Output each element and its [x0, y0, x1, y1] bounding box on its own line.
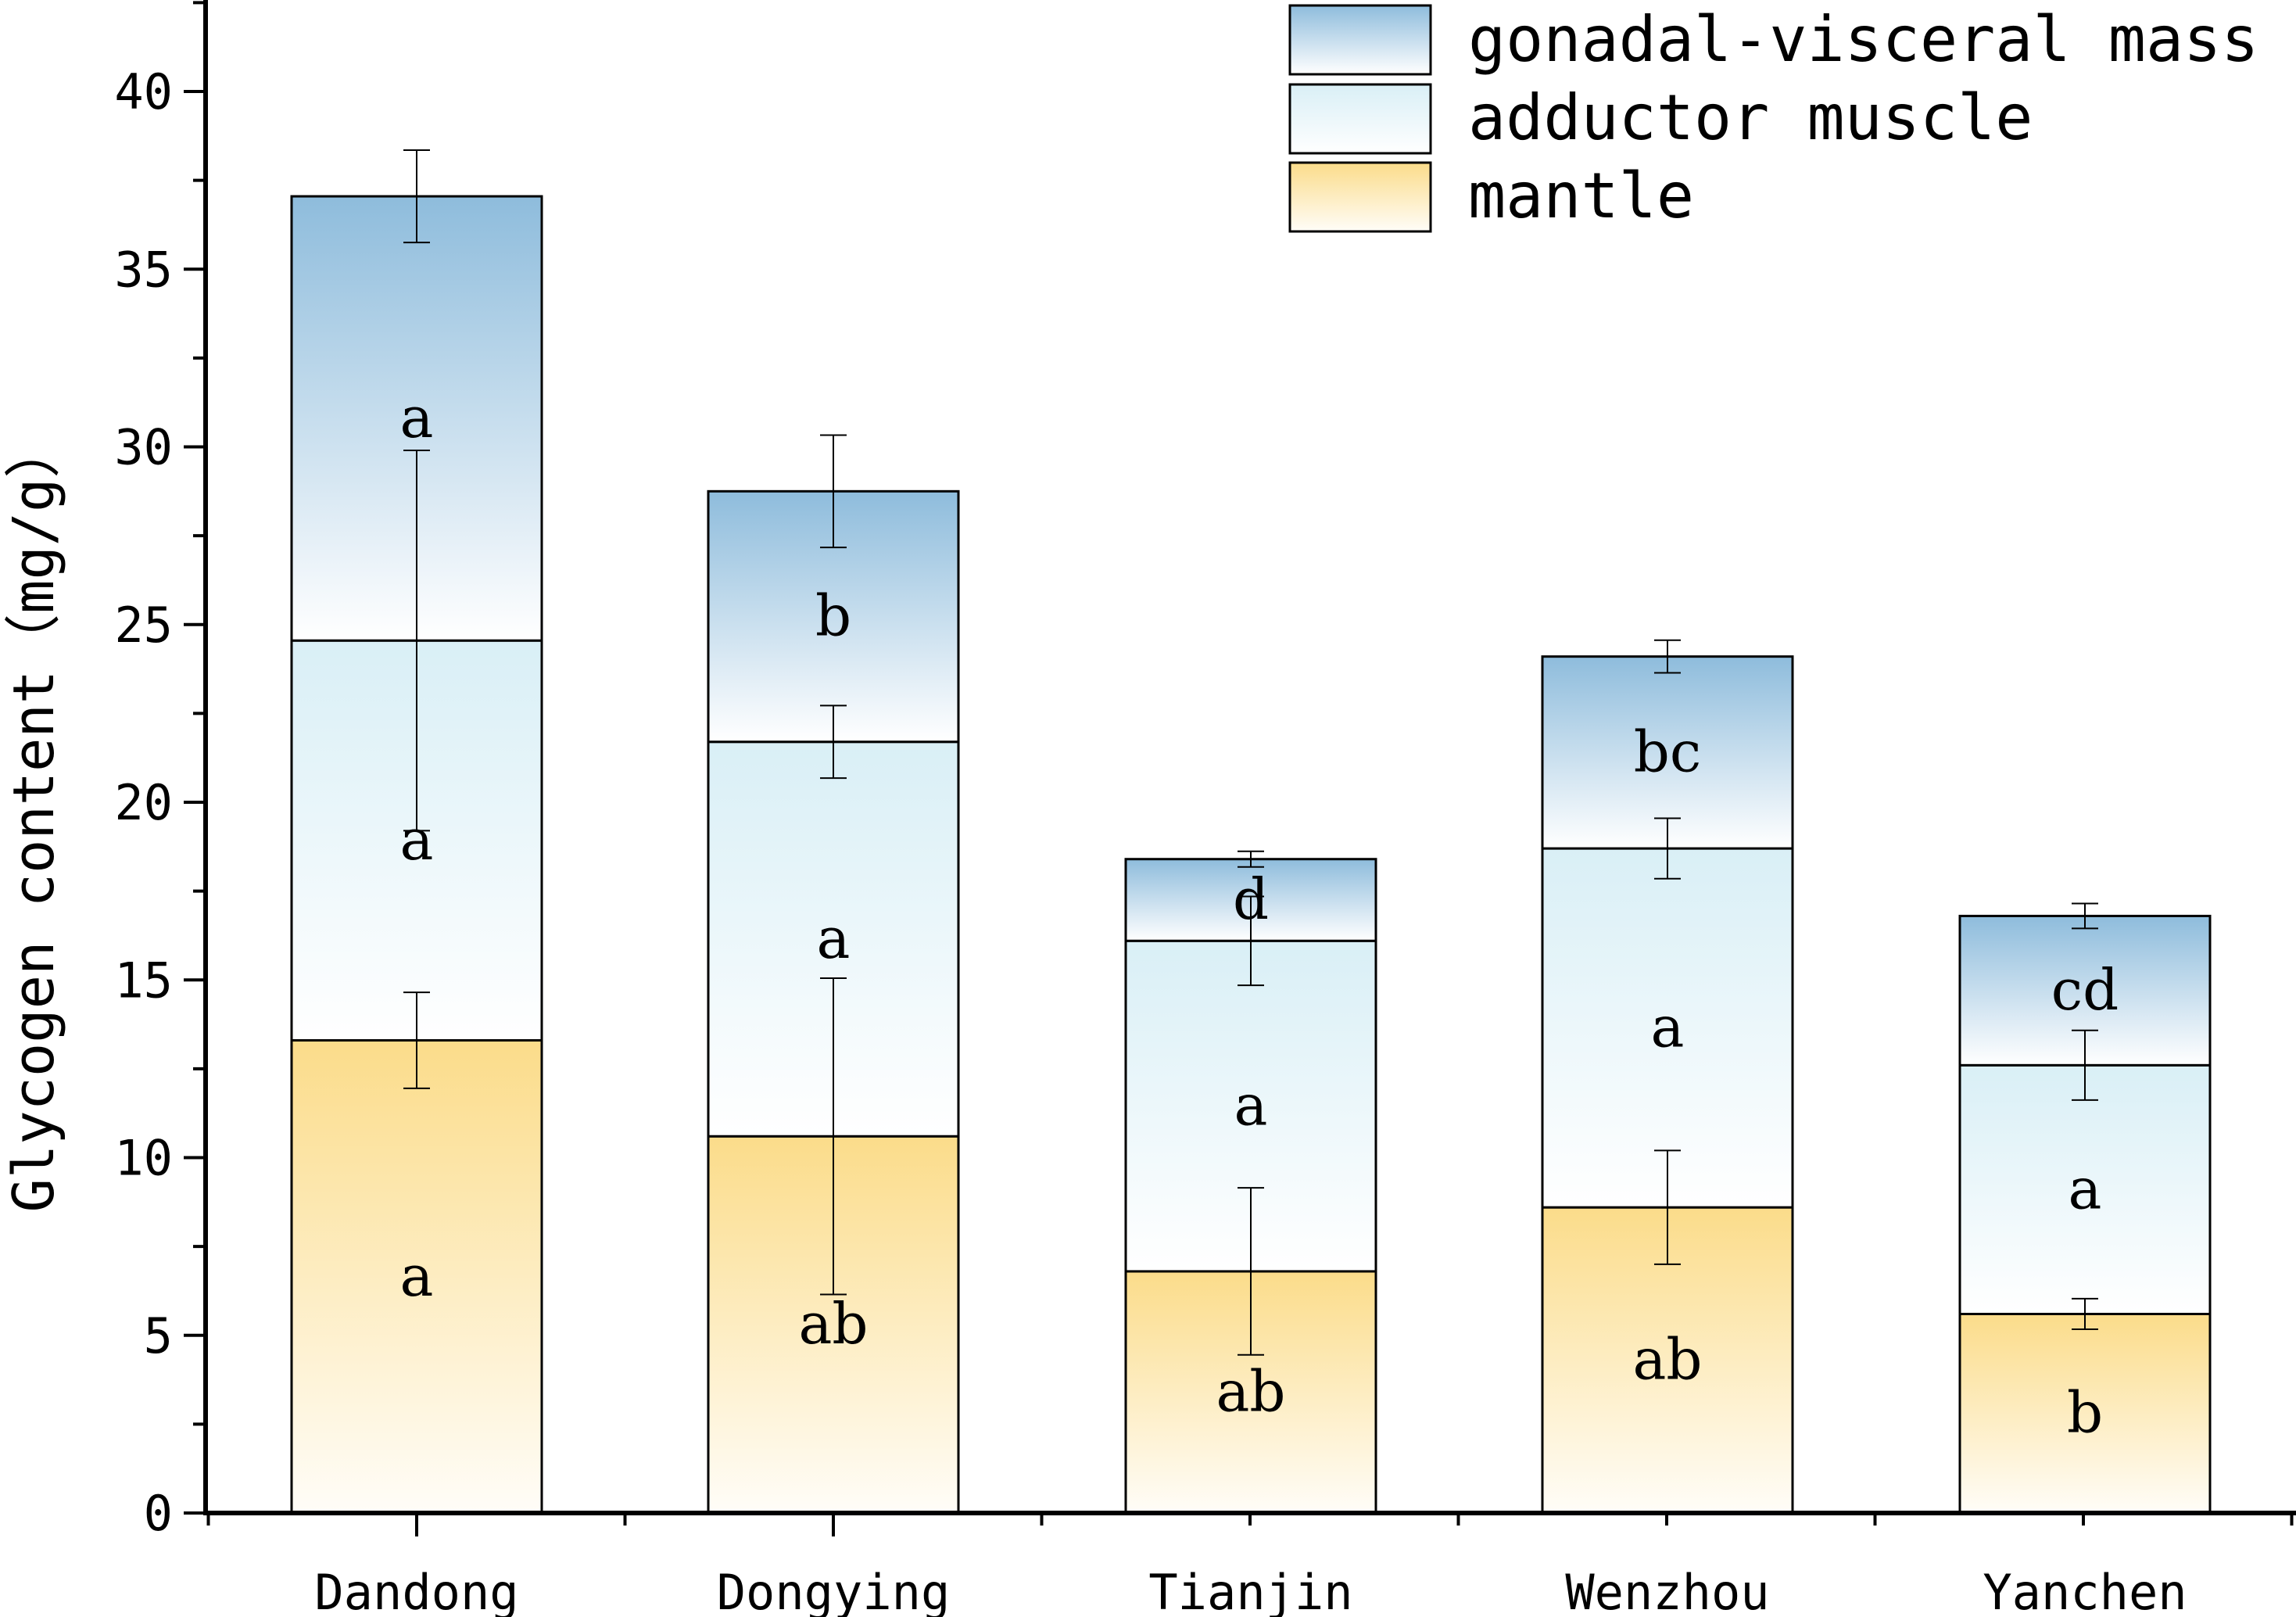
- error-bar-gonadal-visceral-mass-dandong: [403, 149, 430, 244]
- significance-letter-gonadal-visceral-mass-wenzhou: bc: [1634, 719, 1701, 784]
- legend-swatch-adductor-muscle: [1288, 83, 1432, 155]
- error-bar-adductor-muscle-tianjin: [1238, 895, 1264, 987]
- x-tick-label-tianjin: Tianjin: [1148, 1564, 1352, 1617]
- significance-letter-mantle-dongying: ab: [798, 1291, 868, 1357]
- error-bar-adductor-muscle-wenzhou: [1654, 817, 1681, 880]
- legend-label-gonadal-visceral-mass: gonadal-visceral mass: [1468, 3, 2258, 76]
- y-tick-label-10: 10: [114, 1130, 173, 1187]
- error-bar-adductor-muscle-yanchen: [2072, 1029, 2098, 1101]
- error-bar-gonadal-visceral-mass-wenzhou: [1654, 639, 1681, 674]
- bar-mantle-dandong: [290, 1039, 543, 1515]
- bar-adductor-muscle-yanchen: [1958, 1063, 2212, 1315]
- error-bar-mantle-tianjin: [1238, 1187, 1264, 1356]
- legend-label-mantle: mantle: [1468, 160, 1694, 232]
- y-tick-label-20: 20: [114, 774, 173, 831]
- x-tick-label-dandong: Dandong: [314, 1564, 518, 1617]
- y-tick-label-0: 0: [144, 1485, 173, 1542]
- y-tick-label-15: 15: [114, 952, 173, 1009]
- error-bar-adductor-muscle-dandong: [403, 450, 430, 832]
- y-tick-label-30: 30: [114, 419, 173, 476]
- error-bar-gonadal-visceral-mass-yanchen: [2072, 902, 2098, 930]
- y-tick-label-40: 40: [114, 63, 173, 120]
- significance-letter-mantle-tianjin: ab: [1216, 1358, 1285, 1424]
- bar-gonadal-visceral-mass-wenzhou: [1541, 655, 1794, 850]
- x-tick-label-dongying: Dongying: [717, 1564, 951, 1617]
- error-bar-mantle-dongying: [820, 977, 847, 1296]
- error-bar-mantle-wenzhou: [1654, 1149, 1681, 1265]
- y-axis-title: Glycogen content（mg/g）: [1, 422, 66, 1213]
- error-bar-mantle-yanchen: [2072, 1297, 2098, 1331]
- significance-letter-mantle-wenzhou: ab: [1632, 1327, 1702, 1393]
- significance-letter-adductor-muscle-dongying: a: [817, 905, 851, 971]
- significance-letter-gonadal-visceral-mass-dongying: b: [815, 583, 851, 649]
- legend-swatch-gonadal-visceral-mass: [1288, 4, 1432, 76]
- error-bar-gonadal-visceral-mass-tianjin: [1238, 850, 1264, 868]
- x-tick-label-yanchen: Yanchen: [1983, 1564, 2187, 1617]
- bar-mantle-yanchen: [1958, 1312, 2212, 1515]
- y-tick-label-35: 35: [114, 241, 173, 298]
- legend: gonadal-visceral mass adductor muscle ma…: [1288, 3, 2258, 233]
- x-tick-label-wenzhou: Wenzhou: [1565, 1564, 1769, 1617]
- legend-label-adductor-muscle: adductor muscle: [1468, 81, 2033, 154]
- significance-letter-adductor-muscle-yanchen: a: [2069, 1156, 2102, 1221]
- y-tick-label-25: 25: [114, 597, 173, 654]
- significance-letter-gonadal-visceral-mass-yanchen: cd: [2051, 957, 2119, 1023]
- error-bar-mantle-dandong: [403, 991, 430, 1089]
- error-bar-gonadal-visceral-mass-dongying: [820, 434, 847, 549]
- significance-letter-mantle-yanchen: b: [2067, 1380, 2103, 1446]
- error-bar-adductor-muscle-dongying: [820, 705, 847, 780]
- significance-letter-adductor-muscle-wenzhou: a: [1651, 995, 1685, 1060]
- legend-swatch-mantle: [1288, 161, 1432, 233]
- bar-adductor-muscle-wenzhou: [1541, 847, 1794, 1209]
- y-tick-label-5: 5: [144, 1307, 173, 1364]
- significance-letter-mantle-dandong: a: [400, 1243, 434, 1309]
- significance-letter-adductor-muscle-tianjin: a: [1234, 1073, 1268, 1138]
- significance-letter-gonadal-visceral-mass-dandong: a: [400, 385, 434, 450]
